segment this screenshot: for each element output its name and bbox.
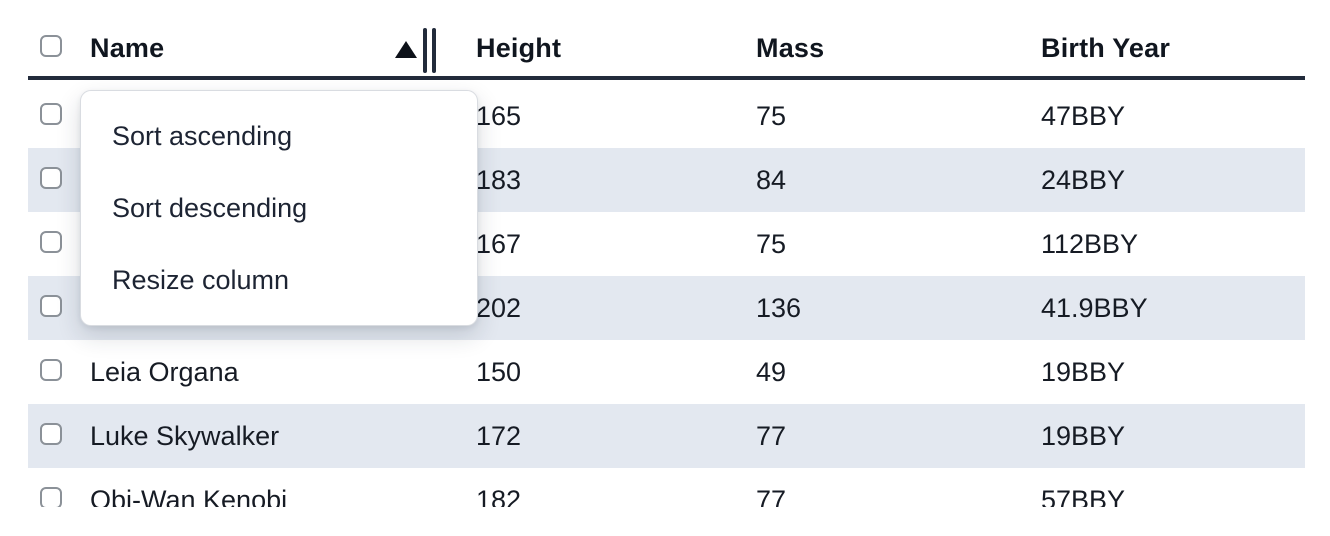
cell-height: 150 <box>476 356 522 387</box>
cell-height: 165 <box>476 100 522 131</box>
cell-mass: 77 <box>756 484 787 508</box>
row-select-cell <box>40 229 90 260</box>
row-checkbox[interactable] <box>40 294 62 317</box>
column-header-mass[interactable]: Mass <box>756 32 825 63</box>
cell-mass: 77 <box>756 420 787 451</box>
table-row: 167 75 112BBY <box>28 212 1305 276</box>
table-header-row: Name Height Mass Birth Year <box>28 0 1305 80</box>
select-all-checkbox[interactable] <box>40 34 62 57</box>
column-header-height[interactable]: Height <box>476 32 562 63</box>
menu-item-resize-column[interactable]: Resize column <box>112 264 290 295</box>
menu-item-sort-descending[interactable]: Sort descending <box>112 192 308 223</box>
cell-birth-year: 57BBY <box>1041 484 1126 508</box>
cell-mass: 75 <box>756 228 787 259</box>
cell-birth-year: 41.9BBY <box>1041 292 1148 323</box>
row-select-cell <box>40 421 90 452</box>
cell-name: Obi-Wan Kenobi <box>90 484 288 508</box>
column-context-menu: Sort ascending Sort descending Resize colu… <box>80 90 478 326</box>
row-select-cell <box>40 357 90 388</box>
select-all-cell <box>40 33 90 64</box>
cell-birth-year: 47BBY <box>1041 100 1126 131</box>
menu-item-sort-ascending[interactable]: Sort ascending <box>112 120 293 151</box>
cell-birth-year: 112BBY <box>1041 228 1139 259</box>
cell-name: Luke Skywalker <box>90 420 280 451</box>
row-checkbox[interactable] <box>40 166 62 189</box>
row-select-cell <box>40 293 90 324</box>
cell-height: 172 <box>476 420 522 451</box>
cell-birth-year: 24BBY <box>1041 164 1126 195</box>
column-resize-handle[interactable] <box>423 28 436 73</box>
column-header-name[interactable]: Name <box>90 33 476 64</box>
row-checkbox[interactable] <box>40 102 62 125</box>
row-select-cell <box>40 485 90 507</box>
cell-mass: 84 <box>756 164 787 195</box>
table-row: Leia Organa 150 49 19BBY <box>28 340 1305 404</box>
table-row: 165 75 47BBY <box>28 84 1305 148</box>
column-header-name-label: Name <box>90 32 165 63</box>
cell-name: Leia Organa <box>90 356 239 387</box>
sort-ascending-icon <box>395 41 417 58</box>
row-checkbox[interactable] <box>40 422 62 445</box>
row-checkbox[interactable] <box>40 230 62 253</box>
cell-height: 167 <box>476 228 522 259</box>
row-checkbox[interactable] <box>40 486 62 507</box>
cell-birth-year: 19BBY <box>1041 356 1126 387</box>
cell-birth-year: 19BBY <box>1041 420 1126 451</box>
cell-mass: 75 <box>756 100 787 131</box>
row-select-cell <box>40 165 90 196</box>
table-row: Obi-Wan Kenobi 182 77 57BBY <box>28 468 1305 507</box>
cell-height: 183 <box>476 164 522 195</box>
row-checkbox[interactable] <box>40 358 62 381</box>
column-header-birth-year[interactable]: Birth Year <box>1041 32 1171 63</box>
cell-mass: 49 <box>756 356 787 387</box>
table-row: Luke Skywalker 172 77 19BBY <box>28 404 1305 468</box>
row-select-cell <box>40 101 90 132</box>
cell-mass: 136 <box>756 292 802 323</box>
cell-height: 182 <box>476 484 522 508</box>
cell-height: 202 <box>476 292 522 323</box>
